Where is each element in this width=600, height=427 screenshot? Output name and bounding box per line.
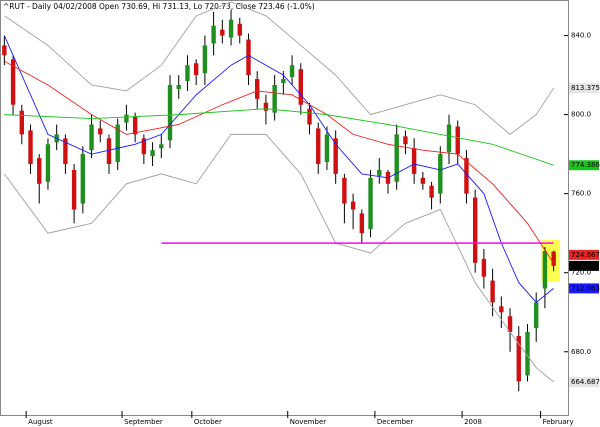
overlay-line — [3, 35, 554, 303]
candle-body — [2, 45, 7, 56]
candle-body — [534, 302, 539, 329]
x-tick-label: August — [28, 418, 53, 426]
overlay-line — [4, 108, 554, 166]
candle-body — [246, 39, 251, 76]
candle-body — [89, 124, 94, 151]
candle-body — [263, 102, 269, 111]
y-tick-label: 760.0 — [571, 190, 591, 198]
candle-body — [98, 128, 103, 135]
candle-body — [289, 65, 295, 78]
plot-frame — [0, 0, 569, 416]
candle-body — [298, 69, 303, 105]
end-label: 813.375 — [571, 84, 600, 92]
candle-body — [45, 144, 51, 182]
x-tick-label: December — [377, 418, 413, 426]
candle-body — [272, 84, 277, 113]
overlay-line — [4, 60, 555, 264]
x-tick-label: September — [124, 418, 163, 426]
candle-body — [80, 154, 86, 204]
candle-body — [115, 124, 120, 163]
end-label-box — [569, 260, 599, 271]
candle-body — [220, 29, 225, 36]
candle-body — [542, 250, 548, 289]
candle-body — [255, 79, 260, 99]
candle-body — [211, 25, 216, 44]
candle-body — [167, 84, 173, 141]
y-tick-label: 720.0 — [571, 269, 591, 277]
candle-body — [429, 185, 434, 198]
candle-body — [141, 138, 147, 155]
end-label-box — [569, 283, 599, 294]
candle-body — [333, 138, 338, 174]
candle-body — [132, 116, 138, 135]
end-label: 724.667 — [571, 251, 600, 259]
candle-body — [10, 59, 16, 105]
candle-body — [516, 335, 521, 382]
candle-body — [377, 169, 382, 176]
candle-body — [394, 134, 399, 182]
end-label: 712.063 — [571, 284, 600, 292]
x-tick-label: 2008 — [464, 418, 482, 426]
candle-body — [359, 213, 365, 234]
candle-body — [438, 154, 443, 194]
chart-title: ^RUT - Daily 04/02/2008 Open 730.69, Hi … — [3, 2, 315, 11]
candle-body — [403, 136, 408, 145]
candle-body — [193, 63, 199, 76]
candle-body — [455, 126, 460, 155]
candle-body — [63, 138, 68, 165]
candle-body — [150, 150, 155, 157]
candle-body — [159, 144, 164, 149]
y-tick-label: 800.0 — [571, 111, 591, 119]
y-tick-label: 680.0 — [571, 348, 591, 356]
candle-body — [525, 332, 530, 376]
candle-body — [202, 45, 208, 74]
candle-body — [481, 258, 487, 277]
candle-body — [28, 130, 33, 165]
candle-body — [185, 65, 190, 82]
end-label-box — [569, 377, 599, 388]
candle-body — [281, 79, 286, 83]
overlay-line — [4, 1, 555, 135]
candle-body — [237, 23, 242, 36]
candle-body — [490, 280, 495, 303]
candle-body — [368, 177, 373, 230]
candle-body — [507, 316, 513, 332]
end-label: 664.687 — [571, 378, 600, 386]
candle-body — [324, 134, 330, 163]
y-tick-label: 840.0 — [571, 32, 591, 40]
candle-body — [37, 158, 42, 184]
candle-body — [472, 197, 478, 263]
candle-body — [420, 177, 426, 184]
x-tick-label: October — [194, 418, 222, 426]
candle-body — [350, 201, 356, 210]
candle-body — [316, 128, 321, 165]
candle-body — [446, 124, 452, 153]
candle-body — [228, 19, 234, 38]
candle-body — [464, 158, 469, 194]
end-label-box — [569, 249, 599, 260]
candle-body — [307, 108, 312, 125]
end-label: 774.386 — [571, 161, 600, 169]
candle-body — [124, 114, 129, 123]
candle-body — [106, 138, 112, 165]
x-tick-label: February — [543, 418, 574, 426]
end-label: 723.46 — [571, 262, 596, 270]
end-label-box — [569, 83, 599, 94]
x-tick-label: November — [290, 418, 327, 426]
end-label-box — [569, 160, 599, 171]
candle-body — [342, 177, 347, 204]
candle-body — [176, 84, 181, 89]
candle-body — [19, 110, 24, 135]
candle-body — [499, 306, 504, 313]
candle-body — [551, 251, 556, 266]
candle-body — [71, 169, 77, 210]
candle-body — [411, 148, 417, 174]
overlay-line — [3, 133, 554, 383]
